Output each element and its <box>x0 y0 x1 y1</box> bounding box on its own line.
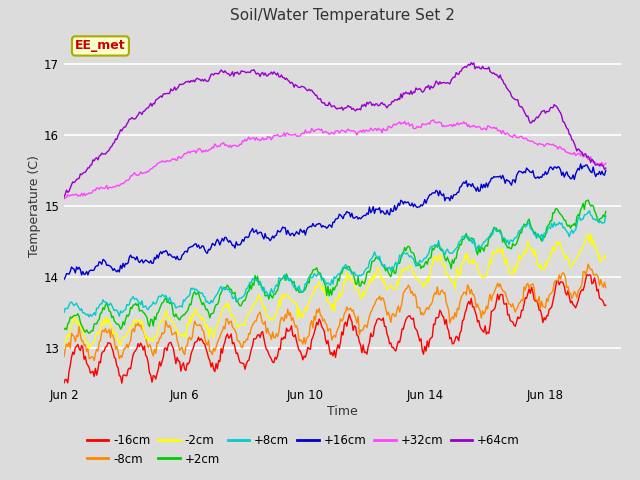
-8cm <box>584 261 592 267</box>
+32cm <box>374 125 382 131</box>
Line: +64cm: +64cm <box>64 63 605 197</box>
+2cm <box>490 225 498 230</box>
+2cm <box>376 257 383 263</box>
+2cm <box>479 245 486 251</box>
Line: +16cm: +16cm <box>64 164 605 279</box>
+2cm <box>85 330 93 336</box>
+16cm <box>374 206 382 212</box>
-8cm <box>602 285 609 290</box>
+16cm <box>489 176 497 181</box>
-2cm <box>60 341 68 347</box>
+64cm <box>467 60 475 66</box>
+8cm <box>479 241 486 247</box>
Title: Soil/Water Temperature Set 2: Soil/Water Temperature Set 2 <box>230 9 455 24</box>
Line: -2cm: -2cm <box>64 234 605 348</box>
+64cm <box>479 63 486 69</box>
+64cm <box>436 79 444 84</box>
+16cm <box>477 181 485 187</box>
Line: +32cm: +32cm <box>64 120 605 199</box>
+64cm <box>60 194 68 200</box>
+2cm <box>60 326 68 332</box>
+16cm <box>436 188 444 193</box>
+64cm <box>602 165 609 171</box>
-16cm <box>490 307 498 312</box>
+32cm <box>490 124 498 130</box>
X-axis label: Time: Time <box>327 405 358 418</box>
+32cm <box>102 185 109 191</box>
+64cm <box>374 103 382 108</box>
-2cm <box>584 231 592 237</box>
+16cm <box>557 167 564 173</box>
+32cm <box>558 146 566 152</box>
-2cm <box>479 276 486 281</box>
-2cm <box>85 346 93 351</box>
-8cm <box>437 288 445 294</box>
-16cm <box>376 316 383 322</box>
-16cm <box>60 380 68 386</box>
+32cm <box>602 160 609 166</box>
-16cm <box>437 309 445 315</box>
-16cm <box>118 380 125 386</box>
+32cm <box>479 127 486 132</box>
-16cm <box>102 344 109 350</box>
+8cm <box>103 300 111 305</box>
+2cm <box>584 197 592 203</box>
-16cm <box>479 328 486 334</box>
Legend: -16cm, -8cm, -2cm, +2cm, +8cm, +16cm, +32cm, +64cm: -16cm, -8cm, -2cm, +2cm, +8cm, +16cm, +3… <box>83 429 525 470</box>
+64cm <box>102 151 109 157</box>
-2cm <box>602 252 609 258</box>
Y-axis label: Temperature (C): Temperature (C) <box>28 156 42 257</box>
-2cm <box>103 315 111 321</box>
-16cm <box>602 302 609 308</box>
+16cm <box>602 168 609 173</box>
+8cm <box>602 213 609 219</box>
-8cm <box>479 308 486 314</box>
-16cm <box>558 279 566 285</box>
+16cm <box>60 276 68 282</box>
Line: +8cm: +8cm <box>64 211 605 317</box>
+64cm <box>490 70 498 76</box>
+8cm <box>586 208 593 214</box>
-2cm <box>437 255 445 261</box>
-2cm <box>558 246 566 252</box>
+64cm <box>558 113 566 119</box>
-8cm <box>490 290 498 296</box>
+16cm <box>102 259 109 264</box>
+32cm <box>60 196 68 202</box>
+8cm <box>376 253 383 259</box>
+8cm <box>60 310 68 315</box>
-2cm <box>490 251 498 257</box>
+32cm <box>437 120 445 126</box>
-2cm <box>376 265 383 271</box>
Line: +2cm: +2cm <box>64 200 605 333</box>
+16cm <box>577 161 584 167</box>
+32cm <box>429 117 437 123</box>
+2cm <box>437 248 445 253</box>
-16cm <box>583 272 591 277</box>
+8cm <box>490 227 498 232</box>
-8cm <box>103 330 111 336</box>
-8cm <box>90 358 98 363</box>
Line: -8cm: -8cm <box>64 264 605 360</box>
+2cm <box>103 300 111 306</box>
Line: -16cm: -16cm <box>64 275 605 383</box>
Text: EE_met: EE_met <box>75 39 126 52</box>
-8cm <box>558 272 566 277</box>
-8cm <box>376 293 383 299</box>
-8cm <box>60 354 68 360</box>
+2cm <box>602 209 609 215</box>
+8cm <box>437 246 445 252</box>
+2cm <box>558 213 566 218</box>
+8cm <box>85 314 93 320</box>
+8cm <box>558 220 566 226</box>
